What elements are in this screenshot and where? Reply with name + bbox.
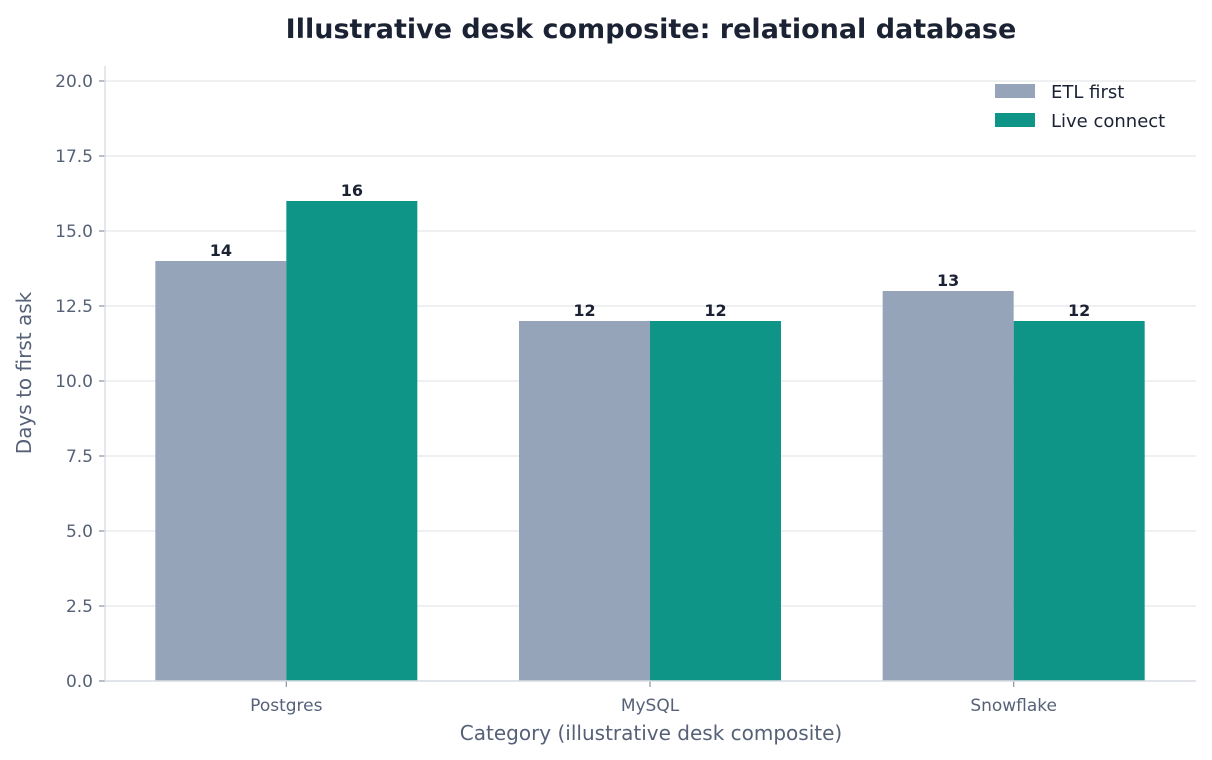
bar-mysql-live-connect [650,321,781,681]
legend-swatch-etl-first [995,84,1035,98]
x-tick-label: Snowflake [970,696,1057,716]
y-tick-label: 17.5 [55,147,93,167]
bar-snowflake-etl-first [882,291,1014,681]
x-tick-label: MySQL [621,696,680,716]
bar-postgres-etl-first [155,261,287,681]
legend: ETL first Live connect [995,82,1165,132]
y-axis-label: Days to first ask [12,291,36,454]
x-axis-ticks: Postgres MySQL Snowflake [250,681,1057,716]
bar-postgres-live-connect [286,201,418,681]
y-tick-label: 12.5 [55,297,93,317]
legend-label-etl-first: ETL first [1051,82,1124,103]
legend-label-live-connect: Live connect [1051,111,1165,132]
y-tick-label: 15.0 [55,222,93,242]
bar-value-label: 12 [704,301,726,320]
bar-snowflake-live-connect [1013,321,1145,681]
legend-swatch-live-connect [995,113,1035,127]
y-tick-label: 7.5 [66,447,93,467]
bar-value-label: 14 [210,241,232,260]
bar-value-label: 13 [937,271,959,290]
bar-value-label: 12 [1068,301,1090,320]
bars [155,201,1145,681]
y-tick-label: 0.0 [66,672,93,692]
y-tick-label: 2.5 [66,597,93,617]
chart-title: Illustrative desk composite: relational … [286,14,1017,45]
x-axis-label: Category (illustrative desk composite) [460,721,842,745]
x-tick-label: Postgres [250,696,322,716]
bar-value-labels: 14 16 12 12 13 12 [210,181,1091,320]
bar-value-label: 12 [573,301,595,320]
y-tick-label: 20.0 [55,72,93,92]
bar-mysql-etl-first [519,321,650,681]
bar-value-label: 16 [341,181,363,200]
y-tick-label: 10.0 [55,372,93,392]
y-axis-ticks: 0.0 2.5 5.0 7.5 10.0 12.5 15.0 17.5 20.0 [55,72,105,692]
y-tick-label: 5.0 [66,522,93,542]
